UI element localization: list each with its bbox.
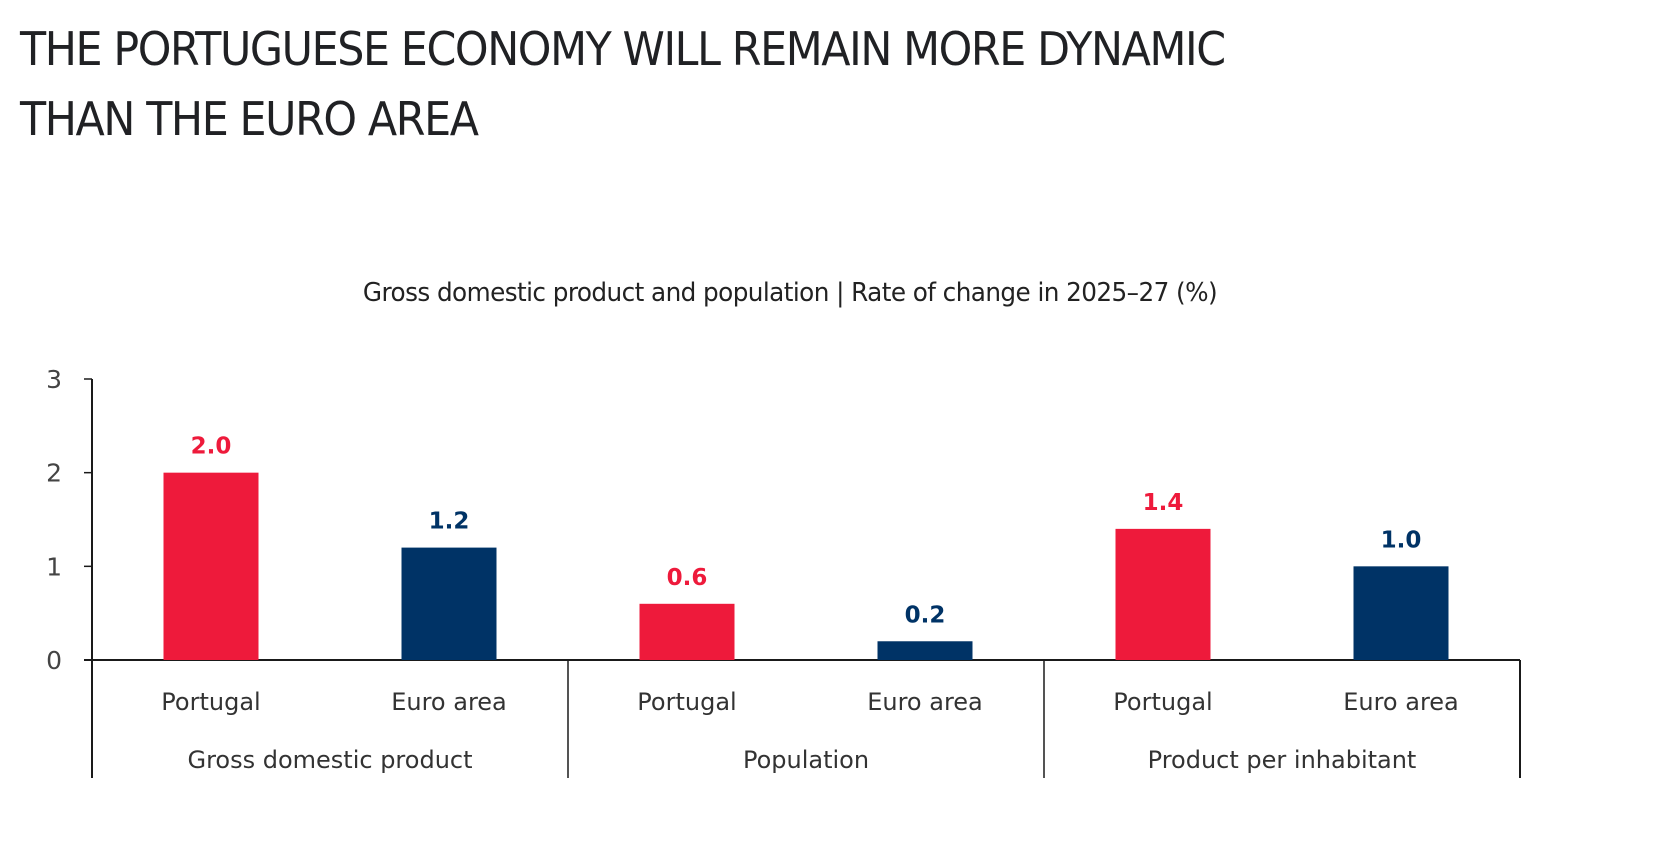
bar-portugal: [639, 603, 735, 660]
x-category-label: Euro area: [391, 688, 507, 716]
data-label: 0.6: [667, 565, 708, 591]
bar-portugal: [163, 472, 259, 660]
data-label: 1.4: [1143, 490, 1184, 516]
x-category-label: Euro area: [867, 688, 983, 716]
chart-title: Gross domestic product and population | …: [362, 278, 1218, 308]
data-label: 1.0: [1381, 527, 1422, 553]
axes: 0 1 2 3: [46, 365, 1521, 778]
page-title-line-1: THE PORTUGUESE ECONOMY WILL REMAIN MORE …: [20, 22, 1226, 76]
page-title: THE PORTUGUESE ECONOMY WILL REMAIN MORE …: [20, 14, 1508, 154]
bar-euro_area: [1353, 566, 1449, 660]
bar-euro_area: [877, 641, 973, 660]
x-category-label: Portugal: [637, 688, 736, 716]
x-group-label: Product per inhabitant: [1148, 746, 1417, 774]
y-tick-label: 2: [46, 459, 62, 488]
bars: [163, 472, 1449, 660]
bar-euro_area: [401, 547, 497, 660]
x-category-label: Euro area: [1343, 688, 1459, 716]
data-label: 2.0: [191, 434, 232, 460]
y-tick-label: 3: [46, 365, 62, 394]
x-group-label: Gross domestic product: [187, 746, 472, 774]
data-label: 1.2: [429, 509, 470, 535]
labels: 2.0 Portugal 1.2 Euro area Gross domestic pr…: [161, 434, 1458, 774]
page-title-line-2: THAN THE EURO AREA: [20, 92, 479, 146]
x-group-label: Population: [743, 746, 869, 774]
y-tick-label: 0: [46, 646, 62, 675]
data-label: 0.2: [905, 602, 946, 628]
x-category-label: Portugal: [1113, 688, 1212, 716]
x-category-label: Portugal: [161, 688, 260, 716]
y-tick-label: 1: [46, 552, 62, 581]
bar-portugal: [1115, 528, 1211, 660]
